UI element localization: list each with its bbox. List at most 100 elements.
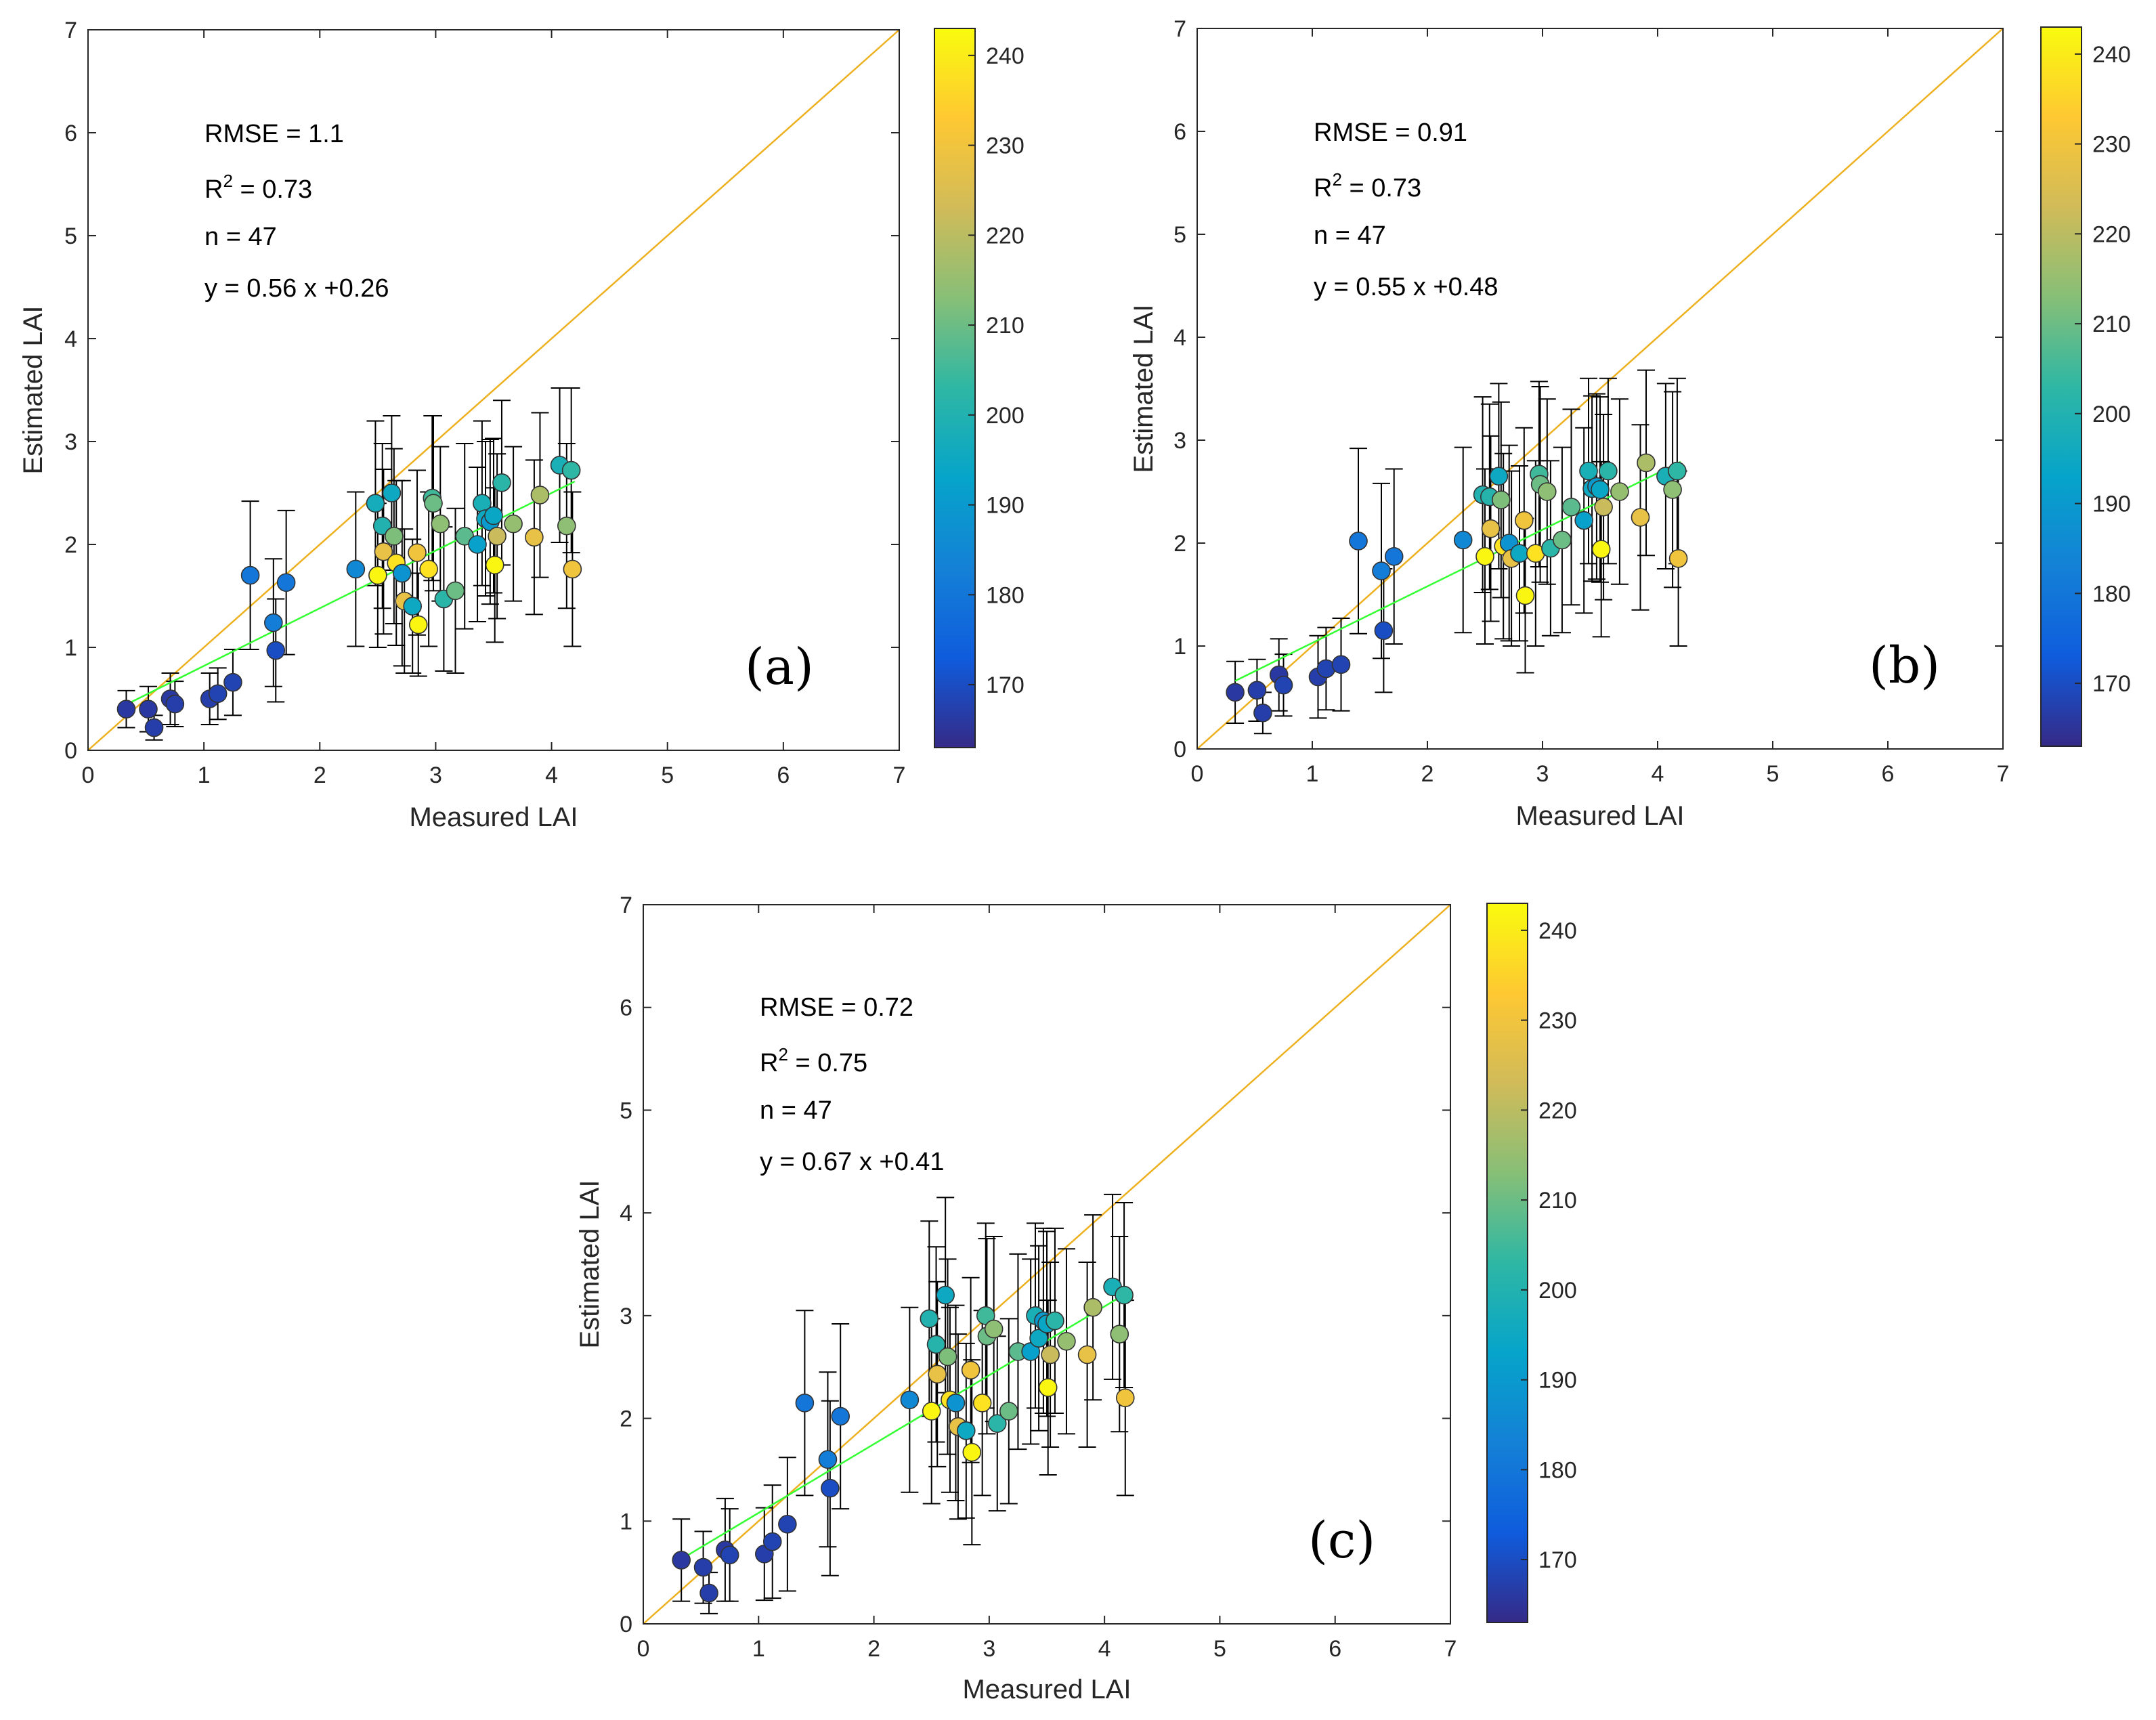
colorbar-tick-label: 180 [2092,581,2131,607]
data-point [720,1545,739,1565]
data-point [922,1402,941,1421]
data-point [431,514,450,534]
x-tick-label: 0 [1191,761,1204,787]
panel-label-c: (c) [1308,1511,1375,1570]
data-point [961,1360,980,1380]
data-point [1668,549,1688,568]
data-point [1226,683,1245,702]
panel-b: 0 1 2 3 4 5 6 7 0 1 2 3 4 5 6 7 RMSE = 0.91 R2 = 0.73 n… [1129,16,2131,831]
colorbar-tick-label: 200 [986,403,1025,429]
data-point [488,527,506,546]
xlabel-a: Measured LAI [409,802,578,832]
colorbar-tick-label: 240 [2092,42,2131,68]
data-point [1041,1345,1060,1364]
data-point [392,563,412,583]
x-tick-label: 2 [1421,761,1434,787]
x-tick-label: 0 [637,1636,650,1662]
equation-text-a: y = 0.56 x +0.26 [204,274,389,303]
x-tick-label: 6 [1329,1636,1341,1662]
data-point [1561,497,1581,517]
data-point [446,581,465,601]
x-tick-label: 1 [752,1636,765,1662]
r2-text-a: R2 = 0.73 [204,171,312,204]
data-point [208,684,228,704]
x-tick-label: 6 [777,762,790,788]
axis-ticks-c: 0 1 2 3 4 5 6 7 0 1 2 3 4 5 6 7 [620,893,1457,1662]
colorbar-tick-label: 180 [1538,1457,1577,1483]
data-point [1115,1285,1134,1305]
colorbar-c [1486,903,1528,1623]
x-tick-label: 3 [1536,761,1549,787]
data-point [762,1532,782,1551]
data-point [1574,511,1593,530]
data-point [1631,508,1650,527]
data-point [1253,704,1272,723]
data-point [408,543,427,562]
data-point [485,555,504,575]
data-point [1453,530,1473,550]
data-point [484,506,503,525]
data-point [984,1319,1004,1339]
colorbar-ticks-a: 170 180 190 200 210 220 230 240 [968,43,1025,698]
y-tick-label: 0 [620,1612,632,1637]
data-point [1083,1297,1102,1317]
one-to-one-line [1196,28,2004,750]
equation-text-b: y = 0.55 x +0.48 [1314,273,1499,301]
data-point [1610,482,1629,501]
colorbar-tick-label: 210 [1538,1188,1577,1213]
xlabel-b: Measured LAI [1515,801,1684,831]
x-tick-label: 6 [1882,761,1895,787]
x-tick-label: 3 [983,1636,995,1662]
colorbar-tick-label: 170 [1538,1547,1577,1573]
n-text-a: n = 47 [204,223,277,251]
regression-line [681,1291,1128,1560]
data-point [946,1394,966,1413]
data-point [368,565,387,585]
data-point [1384,546,1404,566]
ylabel-c: Estimated LAI [575,1180,605,1348]
y-tick-label: 1 [1173,634,1186,660]
data-point [139,700,158,718]
data-point [1668,461,1687,481]
ylabel-b: Estimated LAI [1129,304,1159,473]
data-point [382,483,402,502]
y-tick-label: 4 [620,1201,632,1226]
data-point [1374,621,1394,641]
data-point [818,1450,838,1469]
colorbar-tick-label: 240 [986,43,1025,69]
x-tick-label: 2 [314,762,326,788]
data-point [900,1390,920,1410]
colorbar-tick-label: 190 [2092,492,2131,517]
data-point [276,573,296,593]
y-tick-label: 1 [64,635,77,661]
y-tick-label: 2 [620,1406,632,1432]
x-tick-label: 4 [545,762,558,788]
data-point [1045,1311,1064,1331]
rmse-text-c: RMSE = 0.72 [760,993,913,1022]
data-point [1553,530,1572,550]
data-point [1591,480,1610,499]
data-point [504,514,523,534]
data-point [424,494,443,513]
data-point [821,1478,840,1498]
data-point [926,1335,946,1354]
data-point [928,1364,947,1384]
x-tick-label: 5 [1213,1636,1226,1662]
data-point [938,1347,957,1367]
colorbar-tick-label: 210 [986,313,1025,339]
data-point [1077,1345,1097,1364]
data-point [116,700,136,718]
colorbar-tick-label: 200 [2092,402,2131,427]
colorbar-tick-label: 220 [2092,221,2131,247]
colorbar-tick-label: 200 [1538,1278,1577,1304]
data-point [1492,490,1511,509]
ylabel-a: Estimated LAI [18,305,48,474]
data-point [468,535,487,554]
data-point [403,597,423,616]
axis-ticks-b: 0 1 2 3 4 5 6 7 0 1 2 3 4 5 6 7 [1173,16,2009,787]
equation-text-c: y = 0.67 x +0.41 [760,1148,945,1176]
y-tick-label: 3 [620,1304,632,1329]
n-text-c: n = 47 [760,1096,832,1125]
x-tick-label: 5 [1767,761,1780,787]
y-tick-label: 5 [64,223,77,249]
